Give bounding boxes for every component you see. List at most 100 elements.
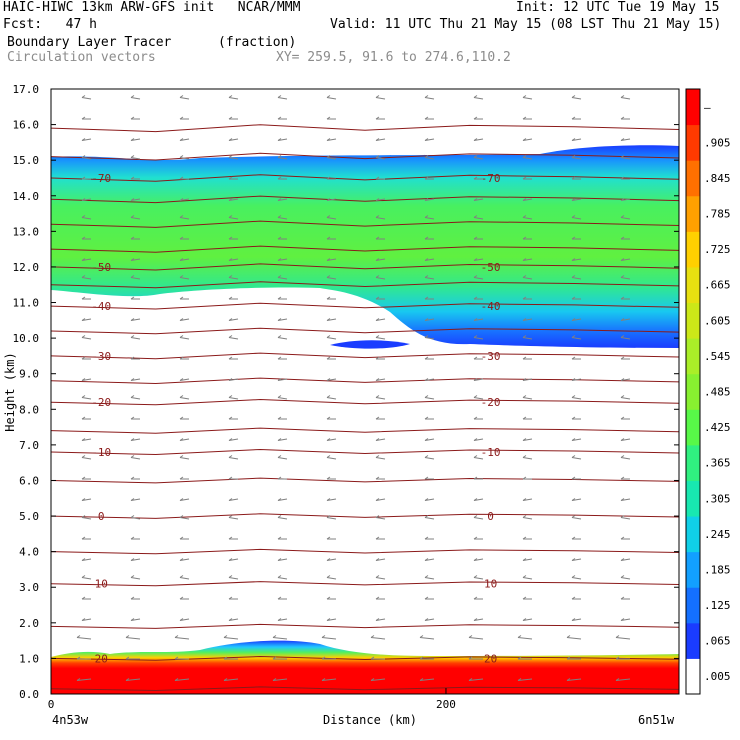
circulation-vector-head <box>375 258 380 261</box>
circulation-vector-head <box>81 395 86 398</box>
circulation-vector <box>424 438 435 441</box>
circulation-vector-head <box>179 558 184 561</box>
circulation-vector-head <box>228 596 233 600</box>
circulation-vector-head <box>326 335 331 338</box>
circulation-vector-head <box>228 138 233 141</box>
circulation-vector-head <box>228 498 233 501</box>
circulation-vector-head <box>179 536 184 540</box>
circulation-vector <box>228 498 239 501</box>
isotherm-line <box>51 174 679 182</box>
circulation-vector <box>571 318 582 321</box>
circulation-vector-head <box>370 678 375 681</box>
circulation-vector-head <box>522 138 527 141</box>
circulation-vector-head <box>473 438 478 441</box>
circulation-vector-head <box>321 678 326 681</box>
circulation-vector <box>620 138 631 141</box>
circulation-vector <box>620 198 631 201</box>
circulation-vector <box>326 217 337 220</box>
isotherm-label: -50 <box>481 261 501 274</box>
y-tick-label: 0.0 <box>19 688 39 701</box>
circulation-vector-head <box>130 198 135 201</box>
circulation-vector-head <box>326 378 331 381</box>
isotherm-label: -70 <box>481 172 501 185</box>
circulation-vector-head <box>321 656 326 660</box>
circulation-vector-head <box>424 455 429 458</box>
circulation-vector-head <box>571 395 576 398</box>
circulation-vector <box>272 637 288 640</box>
circulation-vector <box>571 157 582 160</box>
boundary-layer-tracer <box>51 640 679 694</box>
circulation-vector-head <box>473 236 478 240</box>
circulation-vector-head <box>179 95 184 98</box>
circulation-vector-head <box>228 198 233 201</box>
colorbar-swatch <box>686 231 700 268</box>
circulation-vector-head <box>473 138 478 141</box>
circulation-vector-head <box>375 215 380 218</box>
circulation-vector <box>571 397 582 400</box>
circulation-vector <box>522 378 533 381</box>
circulation-vector-head <box>228 618 233 621</box>
circulation-vector-head <box>522 498 527 501</box>
circulation-vector-head <box>375 176 380 180</box>
circulation-vector-head <box>228 258 233 261</box>
isotherm-line <box>51 263 679 271</box>
circulation-vector-head <box>424 515 429 518</box>
circulation-vector-head <box>326 318 331 321</box>
circulation-vector-head <box>81 236 86 240</box>
circulation-vector <box>326 438 337 441</box>
circulation-vector-head <box>81 515 86 518</box>
circulation-vector <box>620 258 631 261</box>
circulation-vector <box>228 397 239 400</box>
circulation-vector-head <box>620 198 625 201</box>
circulation-vector <box>566 637 582 640</box>
circulation-vector-head <box>473 198 478 201</box>
circulation-vector <box>375 217 386 220</box>
circulation-vector <box>522 517 533 520</box>
circulation-vector-head <box>419 635 424 638</box>
circulation-vector-head <box>326 95 331 98</box>
circulation-vector-head <box>424 498 429 501</box>
circulation-vector-head <box>277 116 282 120</box>
circulation-vector-head <box>375 558 380 561</box>
circulation-vector-head <box>277 416 282 420</box>
circulation-vector-head <box>566 635 571 638</box>
isotherm-label: 10 <box>95 578 108 591</box>
circulation-vector-head <box>375 575 380 578</box>
circulation-vector-head <box>179 335 184 338</box>
circulation-vector-head <box>615 635 620 638</box>
circulation-vector-head <box>277 198 282 201</box>
isotherm-line <box>51 152 679 161</box>
circulation-vector-head <box>522 575 527 578</box>
circulation-vector-head <box>571 378 576 381</box>
circulation-vector-head <box>326 356 331 360</box>
circulation-vector-head <box>424 155 429 158</box>
circulation-vector-head <box>620 596 625 600</box>
circulation-vector <box>326 157 337 160</box>
circulation-vector-head <box>375 618 380 621</box>
circulation-vector-head <box>571 155 576 158</box>
circulation-vector <box>81 258 92 261</box>
circulation-vector-head <box>620 498 625 501</box>
circulation-vector-head <box>174 678 179 681</box>
circulation-vector-head <box>620 155 625 158</box>
isotherm-label: -40 <box>481 300 501 313</box>
y-tick-label: 15.0 <box>13 154 40 167</box>
circulation-vector-head <box>424 416 429 420</box>
circulation-vector-head <box>174 635 179 638</box>
circulation-vector <box>130 618 141 621</box>
isotherm-label: 20 <box>95 652 108 665</box>
circulation-vector <box>473 217 484 220</box>
circulation-vector-head <box>375 318 380 321</box>
circulation-vector <box>620 277 631 280</box>
circulation-vector <box>424 217 435 220</box>
circulation-vector <box>473 258 484 261</box>
circulation-vector <box>326 258 337 261</box>
circulation-vector-head <box>522 558 527 561</box>
circulation-vector-head <box>424 138 429 141</box>
circulation-vector <box>272 678 288 681</box>
circulation-vector-head <box>179 356 184 360</box>
circulation-vector <box>424 97 435 100</box>
circulation-vector-head <box>620 515 625 518</box>
circulation-vector-head <box>277 575 282 578</box>
circulation-vector <box>522 97 533 100</box>
